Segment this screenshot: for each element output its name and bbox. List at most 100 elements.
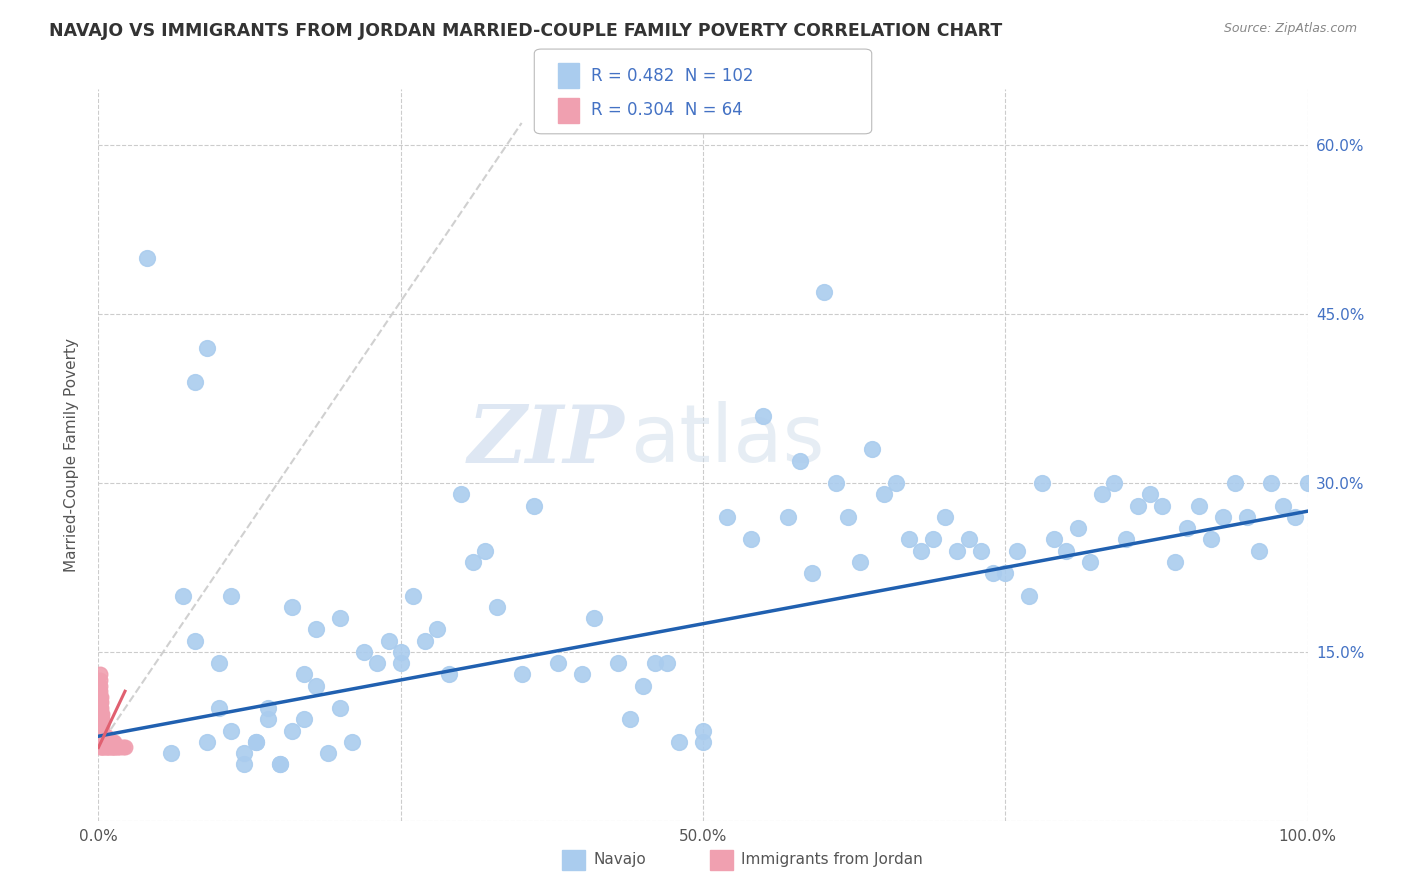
Point [825,476,848,491]
Point [90,740,112,755]
Point [970,543,993,558]
Point [184,375,207,389]
Text: Source: ZipAtlas.com: Source: ZipAtlas.com [1223,22,1357,36]
Point [89,723,111,738]
Point [849,555,872,569]
Point [160,746,183,760]
Point [89,718,111,732]
Point [89,729,111,743]
Point [353,645,375,659]
Point [366,656,388,670]
Point [269,757,291,772]
Point [329,611,352,625]
Point [571,667,593,681]
Point [994,566,1017,580]
Point [91,735,114,749]
Point [89,701,111,715]
Text: NAVAJO VS IMMIGRANTS FROM JORDAN MARRIED-COUPLE FAMILY POVERTY CORRELATION CHART: NAVAJO VS IMMIGRANTS FROM JORDAN MARRIED… [49,22,1002,40]
Point [619,712,641,726]
Point [93,735,115,749]
Point [655,656,678,670]
Point [256,701,278,715]
Point [91,740,114,755]
Point [89,706,111,721]
Point [523,499,546,513]
Point [108,740,131,755]
Point [98,740,121,755]
Point [631,679,654,693]
Point [208,701,231,715]
Point [89,740,111,755]
Point [135,251,157,265]
Point [426,623,449,637]
Point [1249,543,1271,558]
Point [1139,487,1161,501]
Point [195,735,218,749]
Point [402,589,425,603]
Point [1284,509,1306,524]
Point [292,712,315,726]
Point [172,589,194,603]
Point [89,712,111,726]
Point [232,757,254,772]
Point [256,712,278,726]
Point [91,735,114,749]
Point [776,509,799,524]
Point [692,735,714,749]
Point [90,690,112,704]
Point [1091,487,1114,501]
Point [1236,509,1258,524]
Point [195,341,218,355]
Point [281,723,304,738]
Point [91,729,114,743]
Point [1007,543,1029,558]
Point [269,757,291,772]
Text: R = 0.482  N = 102: R = 0.482 N = 102 [591,67,754,85]
Point [1296,476,1319,491]
Point [89,679,111,693]
Point [740,533,762,547]
Point [89,696,111,710]
Point [292,667,315,681]
Point [101,740,124,755]
Point [221,723,243,738]
Point [752,409,775,423]
Point [934,509,956,524]
Point [946,543,969,558]
Point [91,718,114,732]
Point [91,729,114,743]
Point [245,735,267,749]
Point [89,718,111,732]
Point [1260,476,1282,491]
Point [897,533,920,547]
Point [89,667,111,681]
Point [981,566,1004,580]
Point [101,735,124,749]
Point [89,673,111,687]
Point [1128,499,1150,513]
Point [281,599,304,614]
Point [305,623,328,637]
Point [1212,509,1234,524]
Point [1067,521,1090,535]
Point [221,589,243,603]
Point [957,533,980,547]
Point [305,679,328,693]
Point [90,701,112,715]
Point [94,735,117,749]
Point [184,633,207,648]
Point [1042,533,1064,547]
Point [1163,555,1185,569]
Point [91,723,114,738]
Point [90,723,112,738]
Point [94,729,117,743]
Point [510,667,533,681]
Point [1115,533,1137,547]
Point [860,442,883,457]
Point [91,740,114,755]
Point [97,740,120,755]
Point [389,656,412,670]
Y-axis label: Married-Couple Family Poverty: Married-Couple Family Poverty [65,338,79,572]
Point [342,735,364,749]
Point [329,701,352,715]
